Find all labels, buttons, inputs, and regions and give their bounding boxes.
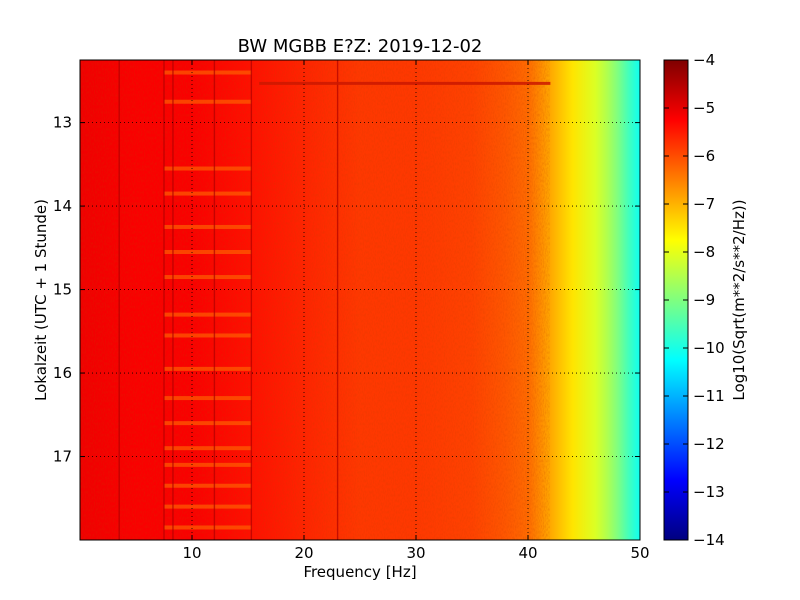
- horizontal-band: [164, 462, 252, 467]
- grid: [80, 60, 640, 540]
- horizontal-band: [164, 250, 252, 254]
- horizontal-band: [164, 421, 252, 426]
- horizontal-band: [164, 483, 252, 488]
- horizontal-band: [164, 525, 252, 530]
- colorbar-tick-label: −5: [693, 99, 715, 117]
- horizontal-band: [164, 333, 252, 338]
- colorbar-tick-label: −14: [693, 531, 725, 549]
- horizontal-band: [164, 366, 252, 371]
- spectrogram-texture: [80, 60, 550, 540]
- horizontal-band: [164, 504, 252, 509]
- colorbar-tick-label: −9: [693, 291, 715, 309]
- plot-frame: [79, 59, 641, 541]
- colorbar-label: Log10(Sqrt(m**2/s**2/Hz)): [730, 199, 748, 400]
- colorbar-tick-label: −4: [693, 51, 715, 69]
- vertical-lines: [118, 60, 339, 540]
- y-tick-label: 14: [53, 197, 72, 215]
- horizontal-band: [164, 224, 252, 229]
- colorbar: −4 −5 −6 −7 −8 −9 −10 −11 −12 −13 −14 Log10(Sqrt(m…: [663, 51, 748, 549]
- y-tick-label: 15: [53, 281, 72, 299]
- horizontal-band: [164, 99, 252, 104]
- x-tick-label: 40: [518, 544, 537, 562]
- colorbar-tick-label: −10: [693, 339, 725, 357]
- colorbar-tick-label: −12: [693, 435, 725, 453]
- horizontal-band: [164, 396, 252, 401]
- horizontal-band: [164, 446, 252, 451]
- x-tick-label: 20: [294, 544, 313, 562]
- chart-title: BW MGBB E?Z: 2019-12-02: [238, 36, 483, 57]
- y-tick-label: 13: [53, 114, 72, 132]
- horizontal-band: [164, 275, 252, 280]
- y-axis-label: Lokalzeit (UTC + 1 Stunde): [32, 199, 50, 401]
- colorbar-ticks: −4 −5 −6 −7 −8 −9 −10 −11 −12 −13 −14: [664, 51, 725, 549]
- y-tick-label: 17: [53, 448, 72, 466]
- colorbar-tick-label: −11: [693, 387, 725, 405]
- x-tick-label: 30: [406, 544, 425, 562]
- colorbar-tick-label: −7: [693, 195, 715, 213]
- horizontal-band: [164, 166, 252, 171]
- colorbar-tick-label: −8: [693, 243, 715, 261]
- y-axis: 13 14 15 16 17: [53, 114, 640, 466]
- plot-area: [80, 60, 640, 540]
- x-axis: 10 20 30 40 50: [182, 60, 650, 562]
- horizontal-band: [164, 312, 252, 317]
- x-tick-label: 50: [630, 544, 649, 562]
- y-tick-label: 16: [53, 364, 72, 382]
- colorbar-tick-label: −13: [693, 483, 725, 501]
- horizontal-band: [164, 191, 252, 196]
- horizontal-band: [164, 70, 252, 75]
- x-axis-label: Frequency [Hz]: [303, 563, 416, 581]
- colorbar-tick-label: −6: [693, 147, 715, 165]
- horizontal-bands: [164, 70, 252, 530]
- x-tick-label: 10: [182, 544, 201, 562]
